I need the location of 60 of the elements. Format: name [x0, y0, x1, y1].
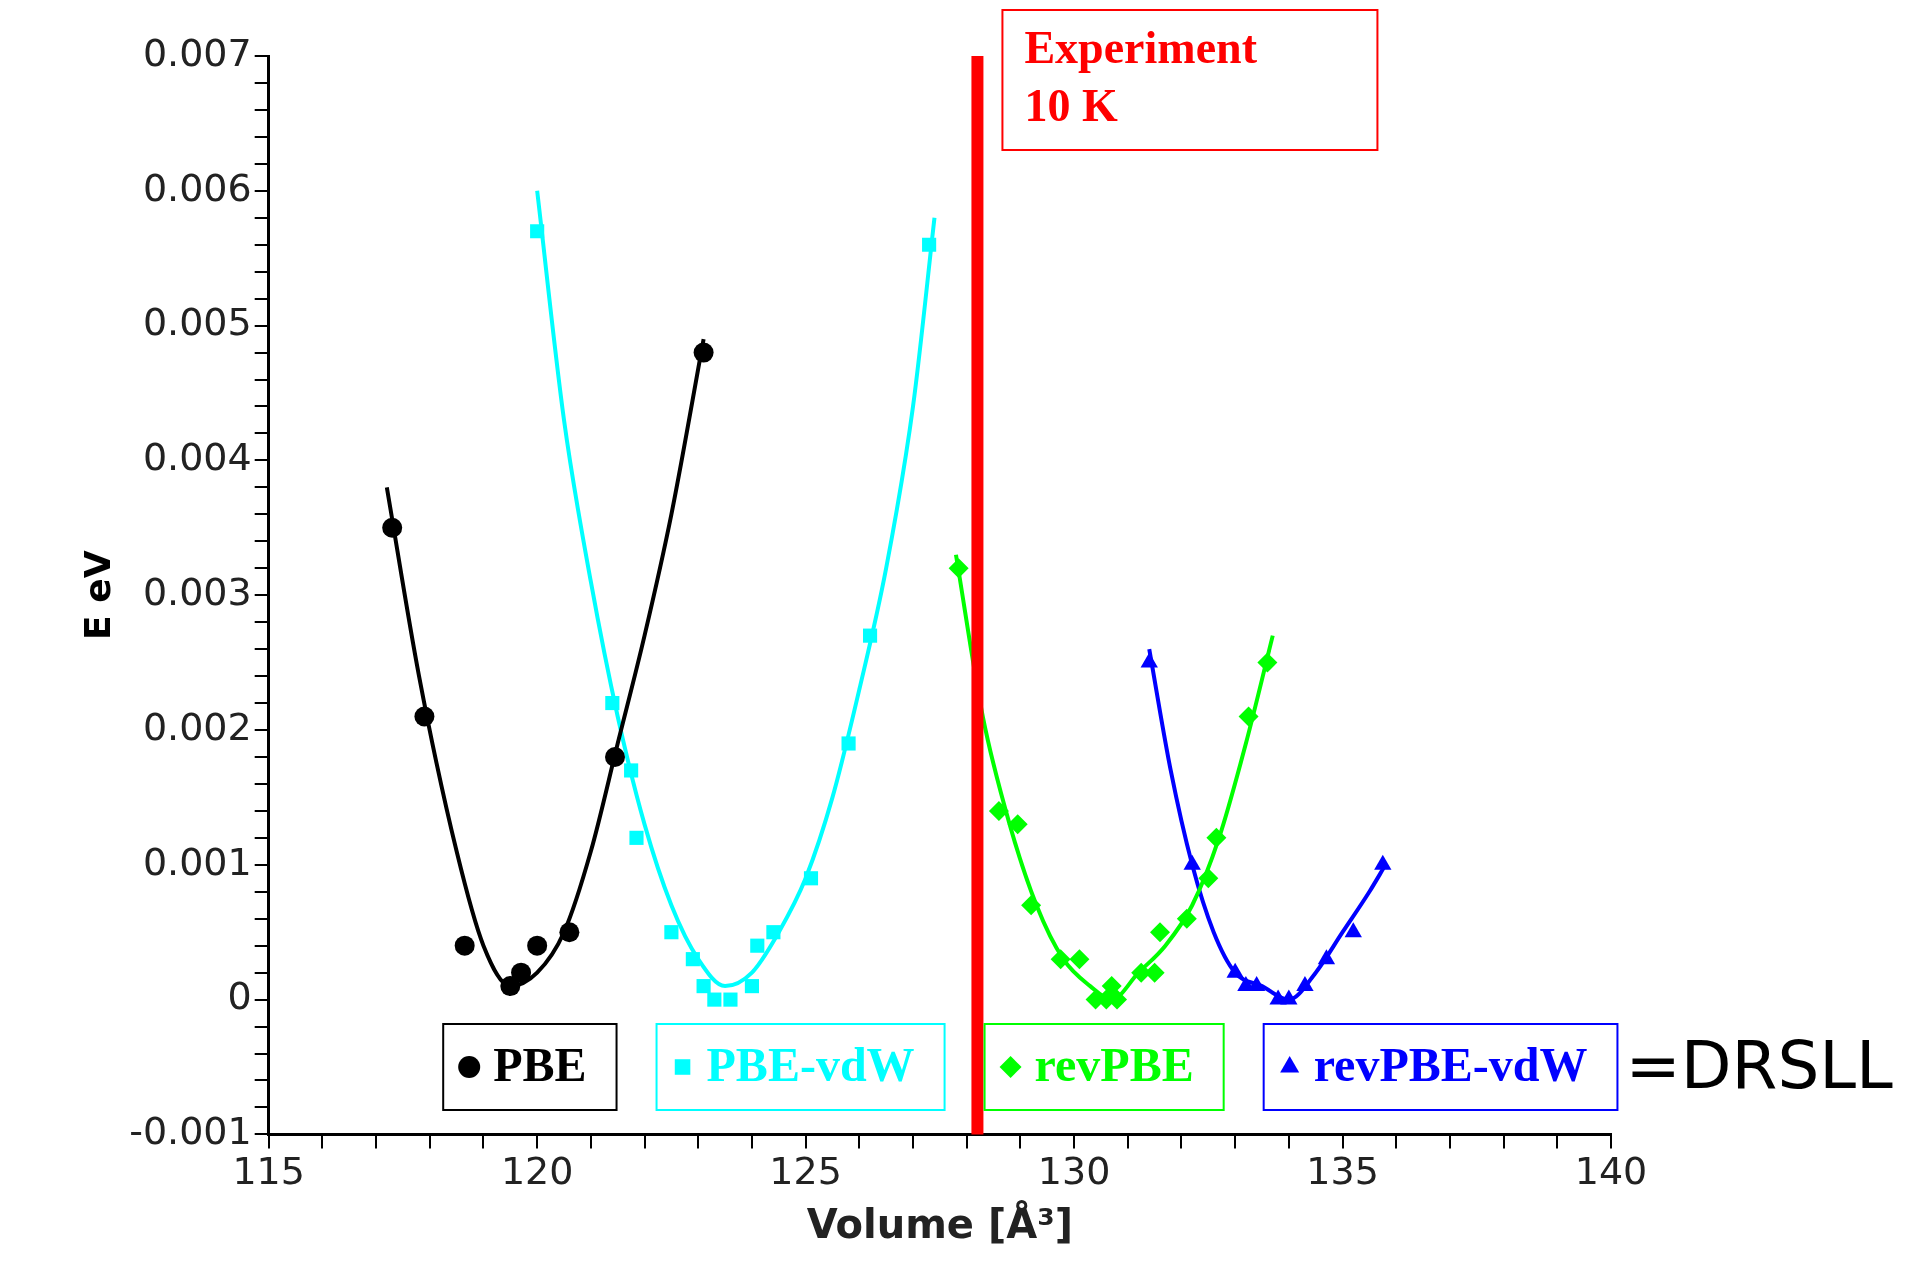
point [744, 979, 759, 994]
point [948, 558, 969, 579]
point [1176, 908, 1197, 929]
point [605, 695, 620, 711]
y-tick-label: 0.005 [142, 300, 252, 345]
point [707, 992, 722, 1007]
point [624, 763, 639, 778]
point [723, 992, 738, 1007]
ref-line-label: Experiment 10 K [1024, 21, 1258, 131]
point [1149, 922, 1170, 943]
point [1198, 868, 1219, 889]
point [862, 628, 878, 643]
point [750, 938, 765, 953]
text: =DRSLL [1625, 1027, 1894, 1105]
x-tick-label: 135 [1306, 1149, 1379, 1194]
point [922, 237, 937, 252]
point [696, 979, 711, 994]
point [1206, 827, 1227, 848]
point [1144, 962, 1165, 983]
y-tick-label: 0.007 [142, 30, 252, 75]
point [414, 706, 435, 727]
point [685, 952, 700, 967]
point [1238, 706, 1259, 727]
y-tick-label: 0.003 [142, 570, 252, 615]
point [527, 935, 548, 956]
point [766, 925, 781, 940]
x-tick-label: 140 [1574, 1149, 1648, 1194]
y-axis-title: E eV [76, 550, 118, 640]
point [1257, 652, 1278, 673]
point [382, 517, 403, 538]
legend-label: revPBE [1034, 1038, 1194, 1092]
legend-label: PBE [493, 1038, 587, 1092]
point [693, 342, 714, 363]
point [1069, 949, 1090, 970]
point [803, 871, 819, 886]
point [629, 830, 644, 845]
x-tick-label: 130 [1037, 1149, 1111, 1194]
point [1050, 949, 1071, 970]
legend-label: revPBE-vdW [1313, 1038, 1588, 1092]
y-tick-label: 0.004 [142, 435, 252, 480]
point [664, 925, 679, 940]
x-tick-label: 120 [500, 1149, 574, 1194]
point [500, 976, 521, 997]
point [605, 746, 626, 767]
y-tick-label: 0.001 [142, 839, 252, 884]
y-tick-label: 0.006 [142, 165, 252, 210]
point [530, 224, 545, 239]
legend-label: PBE-vdW [706, 1038, 915, 1092]
point [1007, 814, 1028, 835]
point [1101, 976, 1122, 997]
y-tick-label: 0.002 [142, 704, 252, 749]
x-tick-label: 125 [769, 1149, 842, 1194]
point [841, 736, 856, 751]
point [511, 962, 532, 983]
point [1021, 895, 1042, 916]
x-axis-title: Volume [Å³] [806, 1199, 1073, 1248]
point [454, 935, 475, 956]
point [559, 922, 580, 943]
point [988, 800, 1009, 821]
y-tick-label: 0 [227, 974, 252, 1019]
